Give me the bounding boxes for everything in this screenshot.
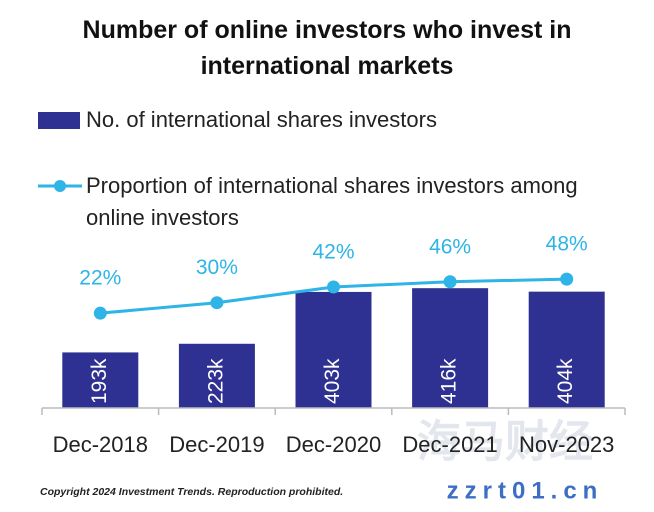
line-value-label: 22% xyxy=(79,267,121,290)
line-marker xyxy=(210,296,224,310)
x-tick-label: Dec-2018 xyxy=(53,432,148,457)
watermark-brand: 海马财经 xyxy=(417,418,593,467)
chart-title: Number of online investors who invest in… xyxy=(82,16,572,80)
line-marker xyxy=(443,275,457,289)
bar-value-label: 404k xyxy=(554,358,577,404)
line-value-label: 42% xyxy=(312,241,354,264)
bar xyxy=(178,343,255,408)
legend-swatch xyxy=(54,180,66,192)
copyright: Copyright 2024 Investment Trends. Reprod… xyxy=(40,486,343,498)
legend-swatch xyxy=(38,112,80,129)
watermark-url: zzrt01.cn xyxy=(447,477,604,504)
plot: 193k 223k 403k 416k 404k Dec-2018 Dec-2019 Dec-… xyxy=(38,112,626,457)
bar xyxy=(528,291,605,408)
bar xyxy=(412,288,489,408)
line-value-label: 46% xyxy=(429,235,471,258)
bar-value-label: 193k xyxy=(88,358,111,404)
bar-value-label: 416k xyxy=(438,358,461,404)
legend-label: No. of international shares investors xyxy=(86,107,437,132)
x-tick-label: Dec-2020 xyxy=(286,432,381,457)
line-value-label: 48% xyxy=(546,233,588,256)
line-value-label: 30% xyxy=(196,256,238,279)
legend-label: Proportion of international shares inves… xyxy=(86,173,578,230)
bar-value-label: 403k xyxy=(321,358,344,404)
x-tick-label: Dec-2019 xyxy=(169,432,264,457)
line-marker xyxy=(93,306,107,320)
x-tick-label: Dec-2021 xyxy=(402,432,497,457)
x-tick-label: Nov-2023 xyxy=(519,432,614,457)
bar xyxy=(295,291,372,408)
bar-value-label: 223k xyxy=(204,358,227,404)
line-marker xyxy=(560,272,574,286)
line-marker xyxy=(327,280,340,294)
bar xyxy=(62,352,139,408)
